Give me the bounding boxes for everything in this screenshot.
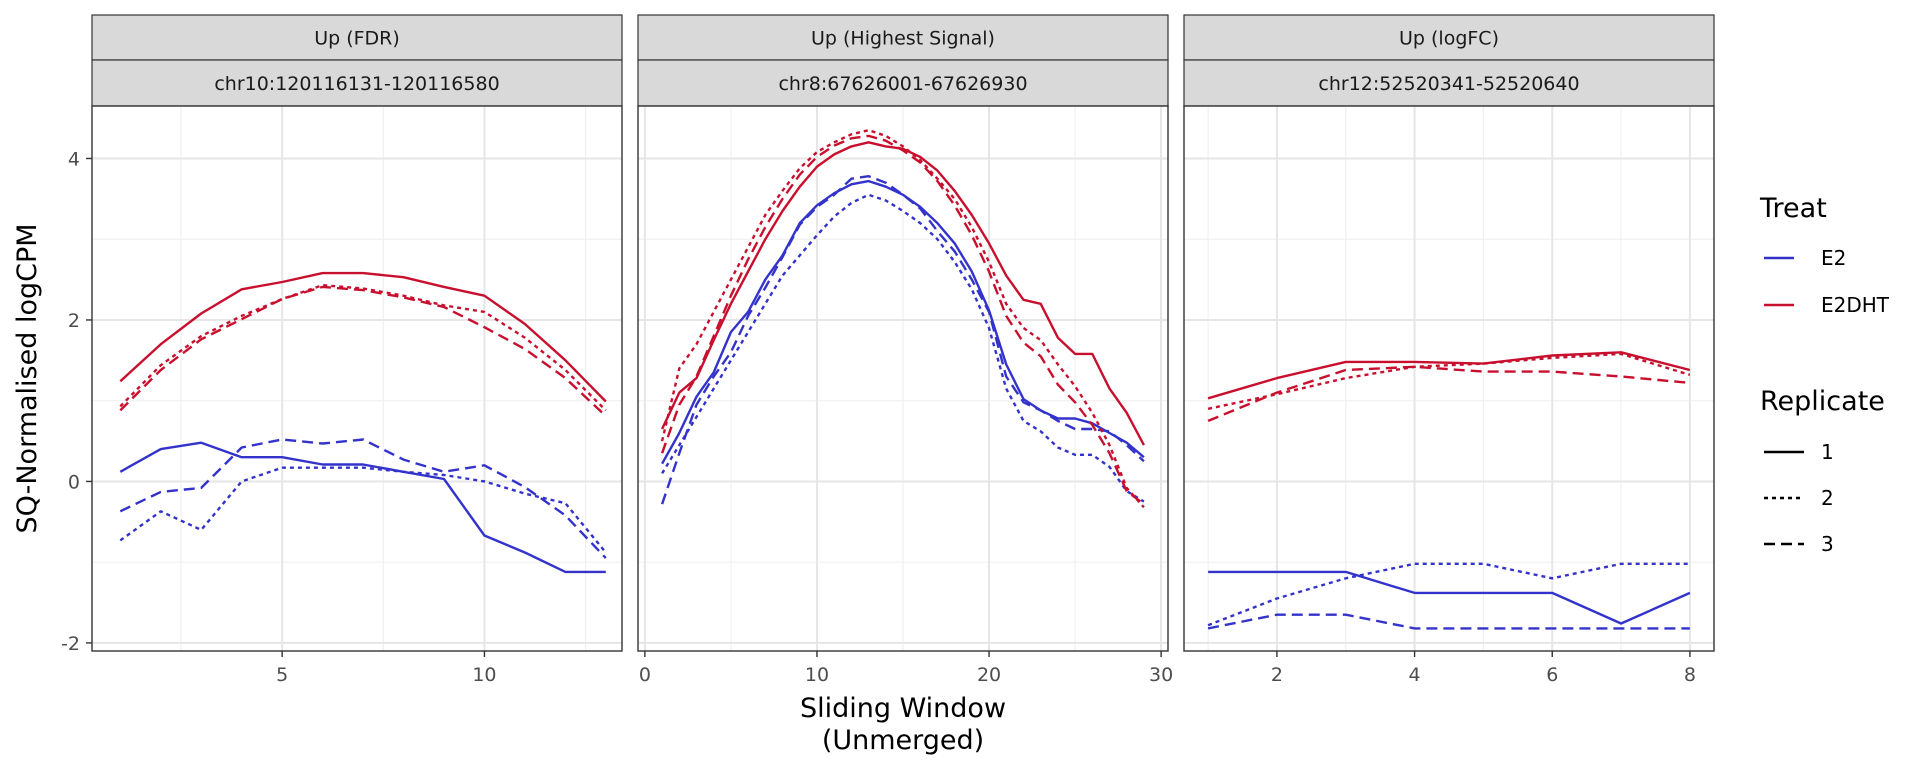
y-axis-title: SQ-Normalised logCPM — [12, 223, 43, 533]
strip-background — [91, 14, 623, 61]
x-tick-label: 4 — [1409, 664, 1421, 686]
series-line-e2dht-rep3 — [119, 285, 607, 417]
series-line-e2dht-rep3 — [1207, 365, 1691, 423]
x-tick-label: 20 — [977, 664, 1001, 686]
legend: Treat E2 E2DHT Replicate 1 2 3 — [1759, 193, 1890, 556]
plot-background — [92, 106, 622, 651]
panel-border — [91, 105, 623, 652]
x-axis-title-line-2: (Unmerged) — [822, 725, 984, 756]
x-tick-label: 10 — [472, 664, 496, 686]
strip-background — [91, 59, 623, 107]
facet-panel: Up (Highest Signal) chr8:67626001-6762693… — [637, 14, 1173, 686]
facet-strip-label: Up (Highest Signal) — [811, 28, 995, 50]
series-line-e2-rep2 — [661, 193, 1145, 503]
x-tick-label: 30 — [1149, 664, 1173, 686]
facet-strip-label: Up (FDR) — [314, 28, 400, 50]
facet-strip-region: chr10:120116131-120116580 — [214, 73, 499, 95]
series-line-e2dht-rep1 — [1207, 351, 1691, 400]
series-line-e2-rep3 — [119, 438, 607, 559]
y-tick-label: 4 — [68, 148, 80, 170]
series-line-e2-rep1 — [661, 179, 1145, 465]
series-line-e2-rep3 — [1207, 613, 1690, 630]
y-tick-label: 2 — [68, 310, 80, 332]
series-line-e2-rep2 — [119, 466, 607, 554]
series-line-e2dht-rep1 — [661, 141, 1145, 446]
panel-border — [637, 105, 1169, 652]
x-tick-label: 2 — [1271, 664, 1283, 686]
facet-panel: Up (FDR) chr10:120116131-120116580 5 10 -2 0 2… — [61, 14, 623, 686]
x-tick-label: 6 — [1546, 664, 1558, 686]
y-tick-label: 0 — [68, 471, 80, 493]
facet-strip-label: Up (logFC) — [1399, 28, 1499, 50]
series-line-e2-rep1 — [119, 441, 606, 574]
strip-background — [637, 59, 1169, 107]
strip-background — [1183, 14, 1715, 61]
x-axis-title-line-1: Sliding Window — [800, 693, 1006, 724]
facet-strip-region: chr12:52520341-52520640 — [1318, 73, 1579, 95]
series-line-e2dht-rep2 — [1207, 352, 1691, 410]
strip-background — [1183, 59, 1715, 107]
series-line-e2-rep1 — [1208, 570, 1691, 625]
facet-panel: Up (logFC) chr12:52520341-52520640 2 4 6 8 — [1183, 14, 1715, 686]
legend-label-treat: E2DHT — [1821, 293, 1890, 317]
series-line-e2dht-rep1 — [119, 271, 607, 403]
series-line-e2dht-rep2 — [119, 284, 607, 412]
panel-border — [1183, 105, 1715, 652]
strip-background — [637, 14, 1169, 61]
legend-title-replicate: Replicate — [1760, 386, 1885, 417]
series-line-e2-rep2 — [1207, 562, 1690, 627]
x-tick-label: 10 — [805, 664, 829, 686]
legend-label-replicate: 3 — [1821, 532, 1834, 556]
legend-label-replicate: 1 — [1821, 440, 1834, 464]
series-line-e2dht-rep3 — [660, 134, 1145, 506]
plot-background — [1184, 106, 1714, 651]
x-tick-label: 0 — [639, 664, 651, 686]
y-tick-label: -2 — [61, 633, 80, 655]
legend-label-replicate: 2 — [1821, 486, 1834, 510]
x-tick-label: 8 — [1684, 664, 1696, 686]
facet-strip-region: chr8:67626001-67626930 — [778, 73, 1027, 95]
series-line-e2dht-rep2 — [660, 128, 1145, 509]
x-tick-label: 5 — [276, 664, 288, 686]
series-line-e2-rep3 — [660, 174, 1145, 505]
legend-label-treat: E2 — [1821, 246, 1846, 270]
panels: Up (FDR) chr10:120116131-120116580 5 10 -2 0 2… — [61, 14, 1715, 686]
legend-title-treat: Treat — [1759, 193, 1827, 224]
